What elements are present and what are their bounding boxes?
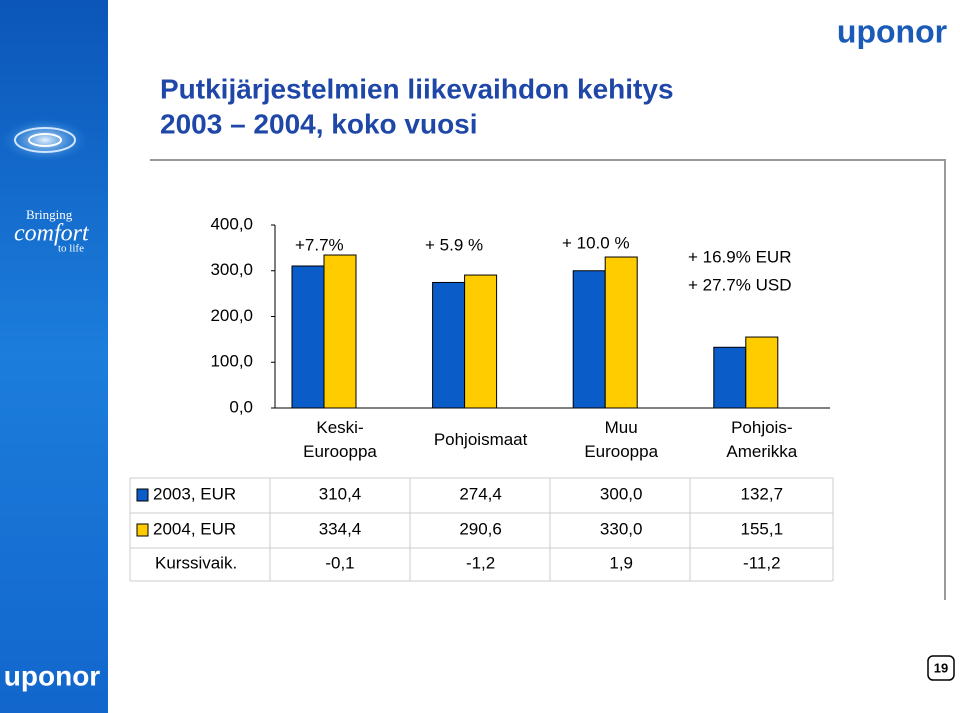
bar [572, 270, 606, 409]
bar [432, 281, 466, 409]
bar [464, 274, 498, 409]
y-tick-label: 200,0 [210, 306, 253, 325]
legend-swatch [136, 523, 149, 537]
table-cell: 334,4 [319, 519, 362, 538]
legend-label: 2003, EUR [153, 484, 236, 503]
table-cell: 330,0 [600, 519, 643, 538]
table-cell: 132,7 [741, 484, 784, 503]
page-number: 19 [934, 660, 948, 675]
bar [604, 256, 638, 409]
row-label: Kurssivaik. [155, 553, 237, 572]
bar [323, 254, 357, 409]
y-tick-label: 100,0 [210, 352, 253, 371]
chart-subtitle: 2003 – 2004, koko vuosi [160, 108, 478, 139]
bar [291, 265, 325, 409]
sidebar [0, 0, 108, 713]
logo: uponor [837, 13, 947, 49]
table-cell: 1,9 [609, 553, 633, 572]
table-cell: 300,0 [600, 484, 643, 503]
table-cell: -0,1 [325, 553, 354, 572]
table-cell: -11,2 [743, 553, 781, 572]
tagline: comfort [14, 221, 90, 247]
annotation: + 10.0 % [562, 233, 630, 252]
annotation: + 16.9% EUR [688, 247, 791, 266]
panel-frame [150, 159, 946, 600]
y-tick-label: 300,0 [210, 260, 253, 279]
legend-swatch [136, 488, 149, 502]
y-tick-label: 0,0 [229, 397, 253, 416]
y-tick-label: 400,0 [210, 214, 253, 233]
x-tick-label: Keski- Eurooppa [303, 418, 377, 461]
table-cell: 155,1 [741, 519, 784, 538]
tagline: to life [58, 243, 84, 255]
x-tick-label: Muu Eurooppa [584, 418, 659, 461]
logo: uponor [4, 660, 101, 691]
table-cell: 274,4 [459, 484, 502, 503]
table-cell: 310,4 [319, 484, 362, 503]
water-ripple [14, 127, 76, 153]
x-tick-label: Pohjois- Amerikka [726, 418, 798, 461]
table-cell: -1,2 [466, 553, 495, 572]
legend-label: 2004, EUR [153, 519, 236, 538]
annotation: +7.7% [295, 235, 344, 254]
page-number-box [927, 655, 955, 681]
bar [713, 346, 747, 409]
water-ripple [1, 118, 89, 162]
water-ripple [28, 133, 62, 147]
chart-title: Putkijärjestelmien liikevaihdon kehitys [160, 73, 674, 104]
annotation: + 5.9 % [425, 235, 483, 254]
tagline: Bringing [26, 207, 73, 222]
annotation: + 27.7% USD [688, 275, 791, 294]
bar [745, 336, 779, 409]
x-tick-label: Pohjoismaat [433, 430, 528, 449]
table-cell: 290,6 [459, 519, 502, 538]
